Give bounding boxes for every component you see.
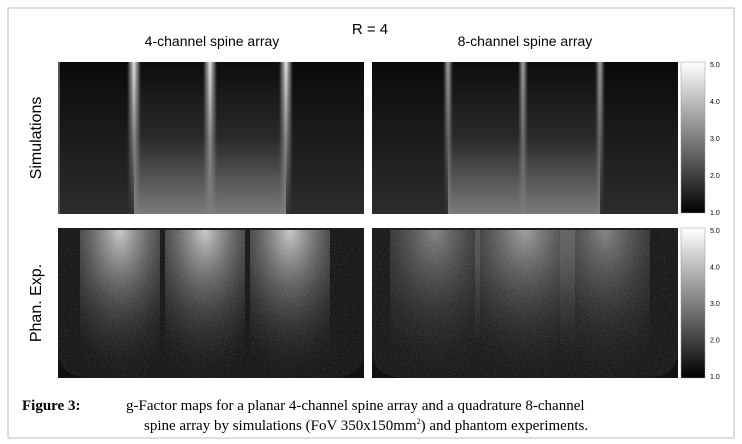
row-label: Simulations [28, 97, 45, 180]
image [372, 228, 678, 378]
title: R = 4 [352, 21, 388, 38]
colorbar-tick-label: 5.0 [710, 62, 720, 69]
image [58, 228, 364, 378]
image [372, 62, 678, 214]
colorbar-tick-label: 2.0 [710, 173, 720, 180]
caption-text: g-Factor maps for a planar 4-channel spi… [126, 398, 585, 414]
column-label: 8-channel spine array [458, 33, 593, 49]
colorbar-tick-label: 1.0 [710, 374, 720, 381]
caption-label: Figure 3: [22, 398, 80, 414]
colorbar-tick-label: 1.0 [710, 210, 720, 217]
colorbar [681, 62, 705, 213]
colorbar-tick-label: 3.0 [710, 301, 720, 308]
colorbar-tick-label: 4.0 [710, 99, 720, 106]
row-label: Phan. Exp. [28, 264, 45, 342]
colorbar [681, 228, 705, 378]
caption-text: spine array by simulations (FoV 350x150m… [144, 418, 417, 434]
figure: R = 4 4-channel spine array 8-channel sp… [0, 0, 742, 444]
colorbar-tick-label: 3.0 [710, 136, 720, 143]
colorbar-tick-label: 2.0 [710, 338, 720, 345]
caption-text: spine array by simulations (FoV 350x150m… [144, 417, 588, 434]
colorbar-tick-label: 5.0 [710, 228, 720, 235]
column-label: 4-channel spine array [145, 33, 280, 49]
caption-text: ) and phantom experiments. [421, 418, 588, 434]
image [58, 62, 364, 214]
colorbar-tick-label: 4.0 [710, 265, 720, 272]
